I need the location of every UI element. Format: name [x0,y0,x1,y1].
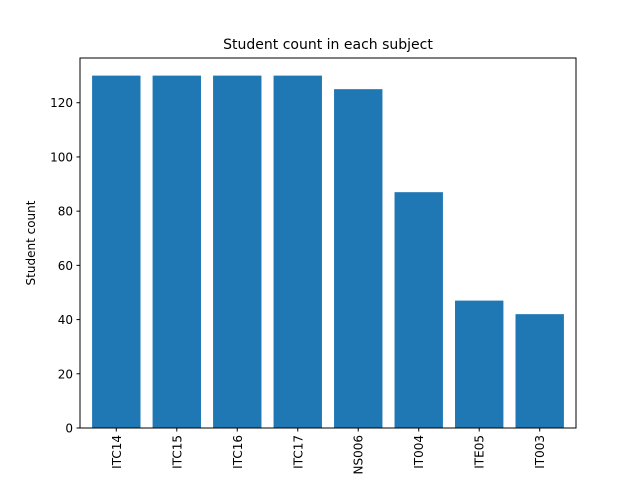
plot-frame [79,57,577,429]
bar-itc16 [213,75,262,428]
y-tick-label: 60 [58,259,73,273]
x-axis: ITC14 ITC15 ITC16 ITC17 NS006 IT004 ITE05 IT003 [110,428,547,475]
bar-it003 [515,314,564,428]
x-tick-label-ns006: NS006 [352,435,366,475]
x-tick-label-it004: IT004 [412,435,426,469]
y-tick-label: 100 [50,150,73,164]
y-tick-label: 40 [58,313,73,327]
x-tick-label-itc16: ITC16 [231,435,245,469]
bar-it004 [394,192,443,428]
y-tick-label: 20 [58,367,73,381]
bar-ns006 [334,89,383,428]
bar-itc14 [92,75,141,428]
bar-itc17 [273,75,322,428]
x-tick-label-itc14: ITC14 [110,435,124,469]
y-tick-label: 80 [58,205,73,219]
bar-ite05 [455,300,504,428]
x-tick-label-itc17: ITC17 [291,435,305,469]
y-axis-label: Student count [24,200,38,285]
bars-group [92,75,564,428]
y-axis: 0 20 40 60 80 100 120 [50,96,80,436]
y-tick-label: 0 [65,422,73,436]
bar-itc15 [152,75,201,428]
x-tick-label-it003: IT003 [533,435,547,469]
x-tick-label-ite05: ITE05 [473,435,487,469]
chart-title: Student count in each subject [223,37,433,53]
y-tick-label: 120 [50,96,73,110]
x-tick-label-itc15: ITC15 [170,435,184,469]
